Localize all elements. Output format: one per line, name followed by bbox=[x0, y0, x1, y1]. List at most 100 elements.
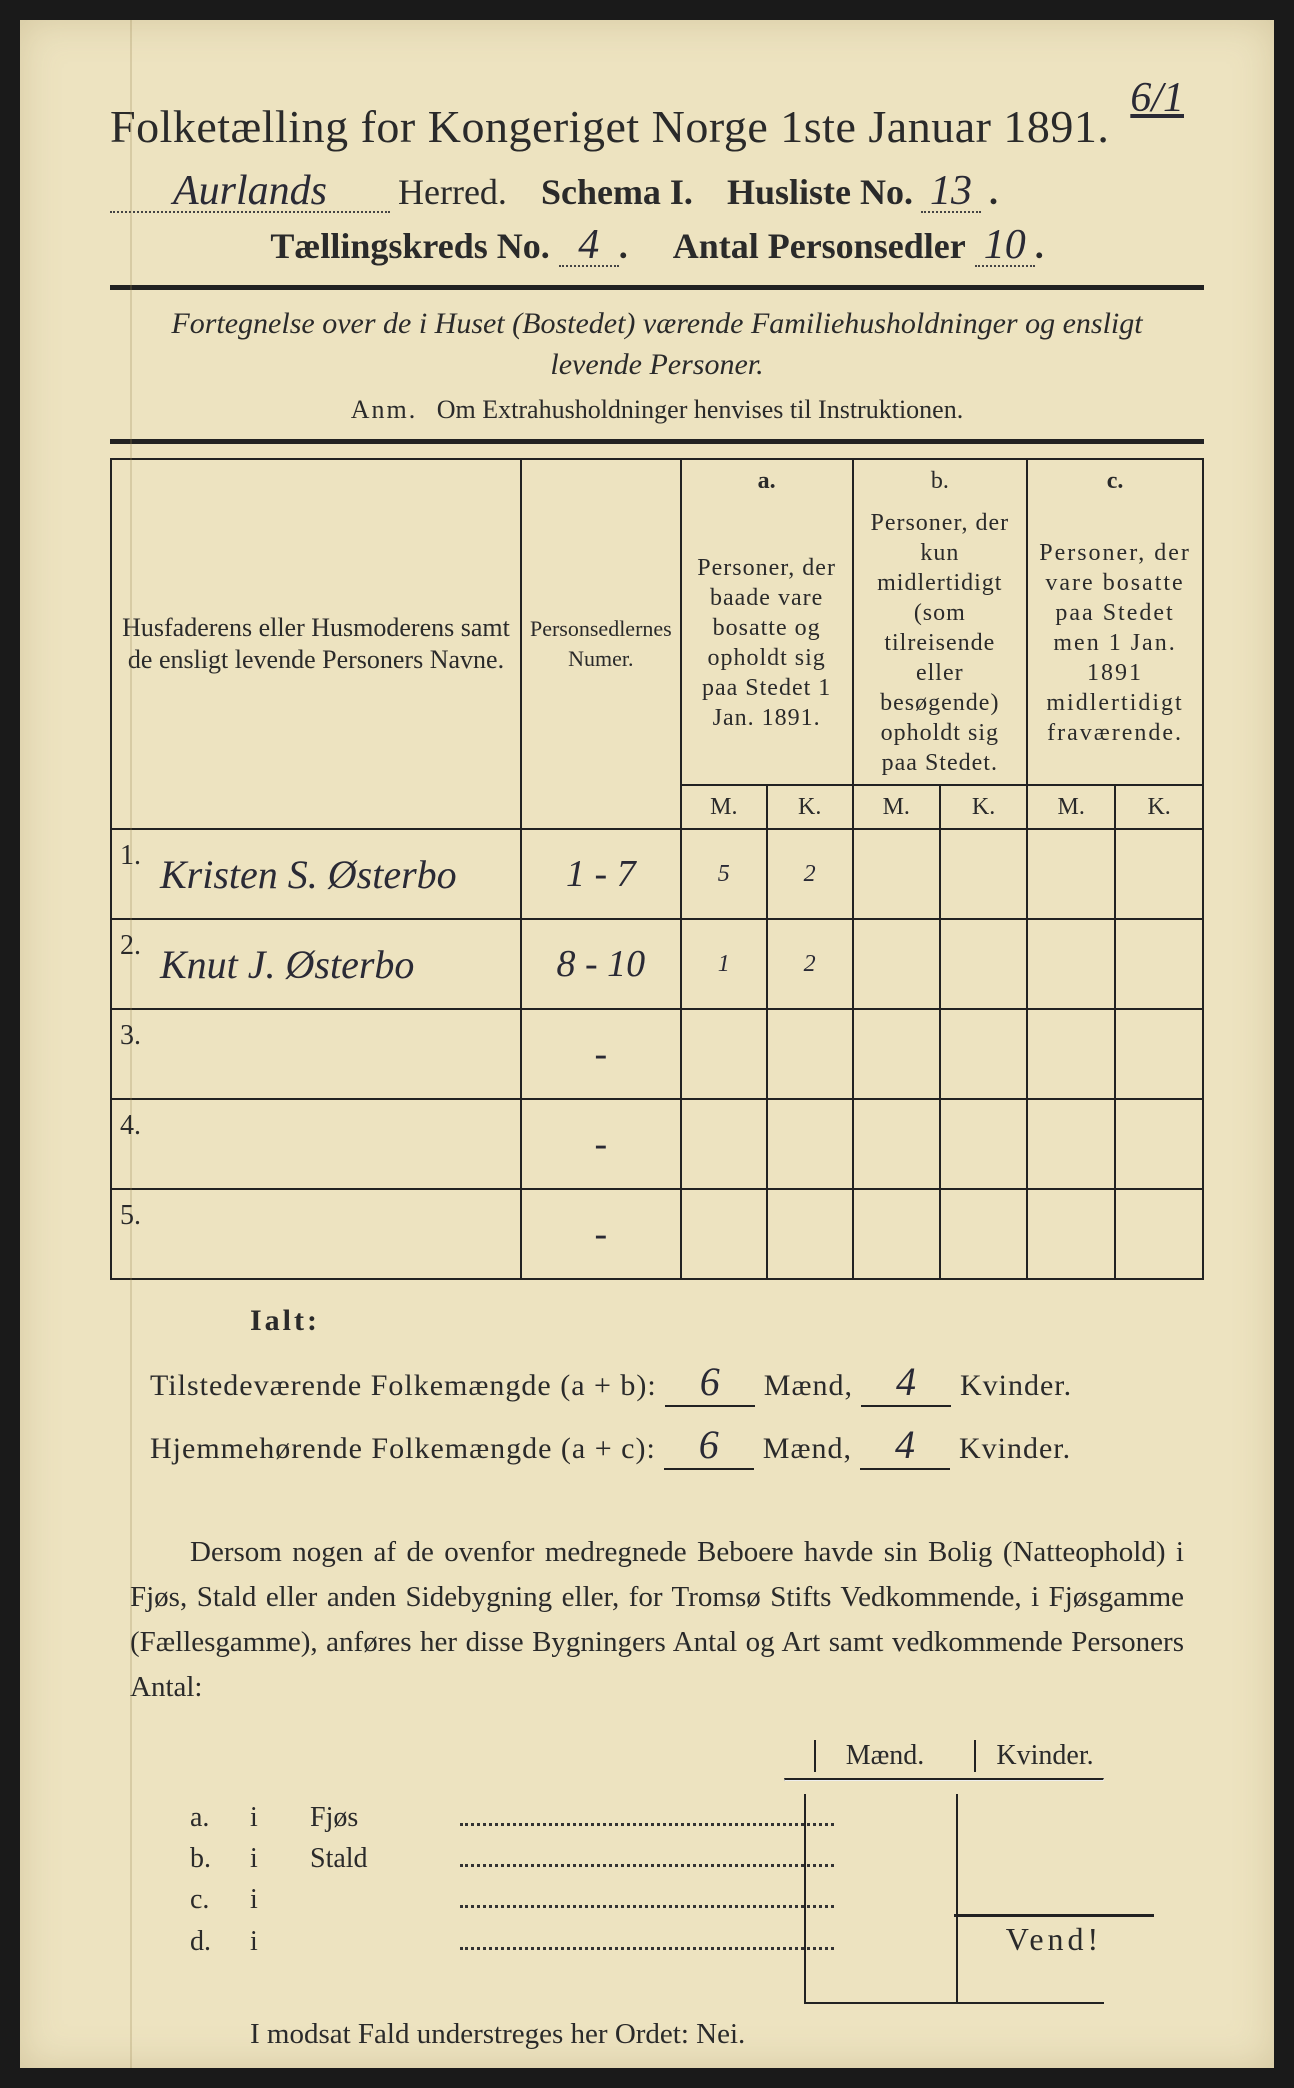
sub-i: i bbox=[250, 1802, 310, 1834]
c-k bbox=[1115, 1189, 1203, 1279]
a-m bbox=[681, 1099, 767, 1189]
subtitle: Fortegnelse over de i Huset (Bostedet) v… bbox=[150, 304, 1164, 385]
sub-dots bbox=[460, 1883, 834, 1908]
sub-dots bbox=[460, 1801, 834, 1826]
b-k bbox=[940, 1189, 1027, 1279]
total1-k: 4 bbox=[861, 1358, 951, 1407]
table-row: 5.- bbox=[111, 1189, 1203, 1279]
row-name: Knut J. Østerbo bbox=[120, 942, 414, 987]
th-a-label-text: a. bbox=[758, 468, 776, 494]
personsedler-value: 10 bbox=[975, 227, 1035, 267]
anm-prefix: Anm. bbox=[351, 395, 418, 424]
total1-label: Tilstedeværende Folkemængde (a + b): bbox=[150, 1369, 657, 1402]
th-b-k: K. bbox=[940, 785, 1027, 829]
b-m bbox=[853, 919, 941, 1009]
a-k bbox=[767, 1009, 853, 1099]
row-number: 5. bbox=[120, 1200, 141, 1232]
kvinder-2: Kvinder. bbox=[959, 1432, 1071, 1465]
a-k bbox=[767, 1099, 853, 1189]
b-m bbox=[853, 1189, 941, 1279]
a-k bbox=[767, 1189, 853, 1279]
kvinder-1: Kvinder. bbox=[960, 1369, 1072, 1402]
b-k bbox=[940, 829, 1027, 919]
nei-line: I modsat Fald understreges her Ordet: Ne… bbox=[250, 2018, 1204, 2051]
c-m bbox=[1027, 829, 1115, 919]
header-line-1: Aurlands Herred. Schema I. Husliste No. … bbox=[110, 171, 1204, 213]
table-row: 3.- bbox=[111, 1009, 1203, 1099]
num-cell: - bbox=[521, 1099, 681, 1189]
herred-value: Aurlands bbox=[110, 173, 390, 213]
th-b-label: b. bbox=[853, 459, 1028, 502]
b-m bbox=[853, 1099, 941, 1189]
maend-2: Mænd, bbox=[763, 1432, 852, 1465]
row-number: 2. bbox=[120, 930, 141, 962]
table-row: 2.Knut J. Østerbo8 - 1012 bbox=[111, 919, 1203, 1009]
th-c-label-text: c. bbox=[1107, 468, 1124, 494]
total2-m: 6 bbox=[664, 1421, 754, 1470]
kreds-label: Tællingskreds No. bbox=[270, 226, 549, 266]
th-num-text: Personsedlernes Numer. bbox=[530, 616, 672, 671]
corner-annotation: 6/1 bbox=[1130, 80, 1184, 118]
th-a-label: a. bbox=[681, 459, 853, 502]
th-c-text: Personer, der vare bosatte paa Stedet me… bbox=[1039, 540, 1191, 746]
vend-label: Vend! bbox=[954, 1914, 1154, 1958]
a-m bbox=[681, 1189, 767, 1279]
kreds-value: 4 bbox=[559, 227, 619, 267]
total-line-2: Hjemmehørende Folkemængde (a + c): 6 Mæn… bbox=[150, 1421, 1204, 1470]
th-a: Personer, der baade vare bosatte og opho… bbox=[681, 502, 853, 785]
mk-m: Mænd. bbox=[814, 1740, 934, 1772]
sub-a: d. bbox=[190, 1926, 250, 1958]
c-m bbox=[1027, 1189, 1115, 1279]
header-line-2: Tællingskreds No. 4. Antal Personsedler … bbox=[110, 225, 1204, 267]
personsedler-label: Antal Personsedler bbox=[673, 226, 966, 266]
num-cell: - bbox=[521, 1009, 681, 1099]
num-cell: 1 - 7 bbox=[521, 829, 681, 919]
a-m: 5 bbox=[681, 829, 767, 919]
th-c-k: K. bbox=[1115, 785, 1203, 829]
th-c: Personer, der vare bosatte paa Stedet me… bbox=[1027, 502, 1203, 785]
name-cell: 5. bbox=[111, 1189, 521, 1279]
a-m bbox=[681, 1009, 767, 1099]
c-m bbox=[1027, 1099, 1115, 1189]
row-number: 1. bbox=[120, 840, 141, 872]
b-m bbox=[853, 1009, 941, 1099]
th-b-m: M. bbox=[853, 785, 941, 829]
th-a-k: K. bbox=[767, 785, 853, 829]
schema-label: Schema I. bbox=[541, 172, 693, 212]
sub-dots bbox=[460, 1924, 834, 1949]
th-a-m: M. bbox=[681, 785, 767, 829]
maend-1: Mænd, bbox=[764, 1369, 853, 1402]
name-cell: 1.Kristen S. Østerbo bbox=[111, 829, 521, 919]
instruction-paragraph: Dersom nogen af de ovenfor medregnede Be… bbox=[130, 1530, 1184, 1710]
sub-a: b. bbox=[190, 1843, 250, 1875]
a-m: 1 bbox=[681, 919, 767, 1009]
c-k bbox=[1115, 919, 1203, 1009]
mk-k: Kvinder. bbox=[974, 1740, 1094, 1772]
th-name: Husfaderens eller Husmoderens samt de en… bbox=[111, 459, 521, 829]
c-m bbox=[1027, 1009, 1115, 1099]
census-form-page: 6/1 Folketælling for Kongeriget Norge 1s… bbox=[20, 20, 1274, 2068]
th-a-text: Personer, der baade vare bosatte og opho… bbox=[697, 555, 836, 731]
mk-rule bbox=[784, 1778, 1104, 1781]
th-b-text: Personer, der kun midlertidigt (som tilr… bbox=[870, 510, 1009, 776]
th-b: Personer, der kun midlertidigt (som tilr… bbox=[853, 502, 1028, 785]
name-cell: 3. bbox=[111, 1009, 521, 1099]
husliste-value: 13 bbox=[921, 173, 981, 213]
th-b-label-text: b. bbox=[931, 468, 949, 494]
ialt-label: Ialt: bbox=[250, 1304, 1204, 1338]
sub-a: a. bbox=[190, 1802, 250, 1834]
th-c-label: c. bbox=[1027, 459, 1203, 502]
c-k bbox=[1115, 829, 1203, 919]
row-number: 4. bbox=[120, 1110, 141, 1142]
sub-i: i bbox=[250, 1843, 310, 1875]
name-cell: 4. bbox=[111, 1099, 521, 1189]
table-body: 1.Kristen S. Østerbo1 - 7522.Knut J. Øst… bbox=[111, 829, 1203, 1279]
th-num: Personsedlernes Numer. bbox=[521, 459, 681, 829]
a-k: 2 bbox=[767, 829, 853, 919]
total2-k: 4 bbox=[860, 1421, 950, 1470]
total-line-1: Tilstedeværende Folkemængde (a + b): 6 M… bbox=[150, 1358, 1204, 1407]
side-box bbox=[804, 1794, 1104, 2004]
c-k bbox=[1115, 1009, 1203, 1099]
sub-label: Stald bbox=[310, 1843, 450, 1875]
rule-2 bbox=[110, 439, 1204, 444]
